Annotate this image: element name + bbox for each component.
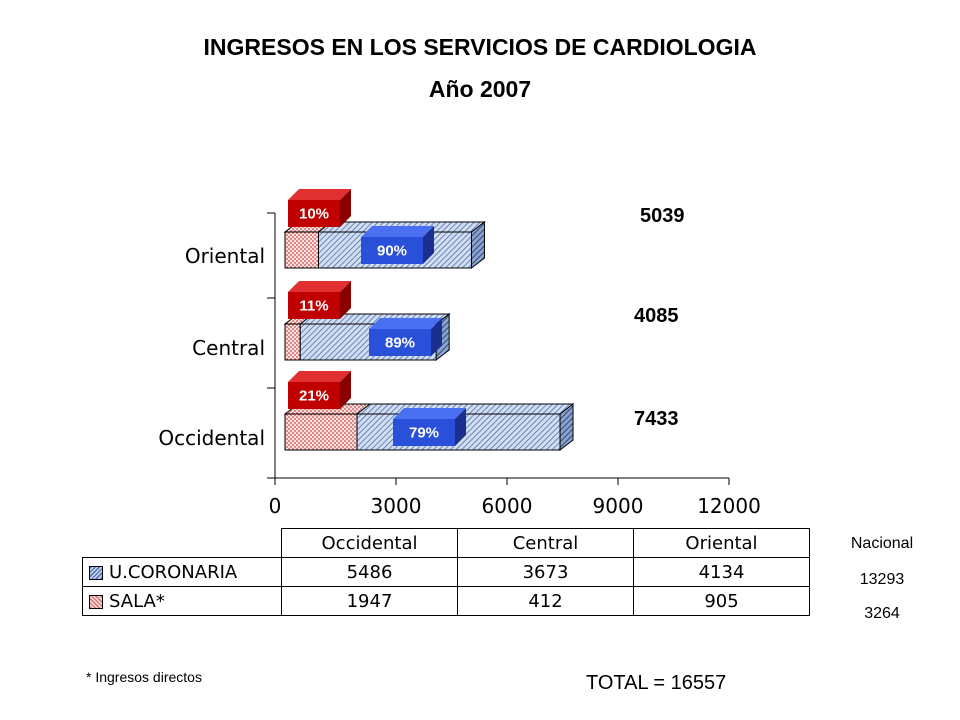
table-cell: 3673 <box>457 557 634 587</box>
pct-tag-coronaria-side <box>423 226 434 264</box>
table-cell: 905 <box>633 586 810 616</box>
nacional-header: Nacional <box>850 535 914 552</box>
pct-tag-sala-side <box>340 281 351 319</box>
pct-tag-sala-label: 11% <box>299 298 328 315</box>
pct-tag-coronaria-side <box>431 318 442 356</box>
x-tick-label: 3000 <box>371 494 422 518</box>
table-cell: 5486 <box>281 557 458 587</box>
table-col-central: Central <box>457 528 634 558</box>
pct-tag-coronaria-top <box>369 318 442 329</box>
pct-tag-coronaria-top <box>393 408 466 419</box>
x-tick-label: 6000 <box>482 494 533 518</box>
pct-tag-sala-face <box>288 292 340 319</box>
table-cell: 1947 <box>281 586 458 616</box>
pct-tag-sala-top <box>288 189 351 200</box>
pct-tag-sala-side <box>340 189 351 227</box>
table-cell: 4134 <box>633 557 810 587</box>
bar-total-central: 4085 <box>634 305 679 327</box>
pct-tag-coronaria-label: 89% <box>385 335 415 352</box>
table-row: SALA* 1947 412 905 <box>82 586 810 616</box>
bar-sala <box>284 323 301 361</box>
pct-tag-sala-top <box>288 371 351 382</box>
legend-swatch-coronaria <box>89 565 103 580</box>
table-row: U.CORONARIA 5486 3673 4134 <box>82 557 810 587</box>
table-header-row: Occidental Central Oriental <box>83 528 810 558</box>
legend-label-sala: SALA* <box>109 590 165 612</box>
table-corner <box>83 529 282 558</box>
pct-tag-sala-face <box>288 200 340 227</box>
chart-subtitle: Año 2007 <box>428 76 532 102</box>
pct-tag-coronaria-label: 90% <box>377 243 407 260</box>
legend-label-coronaria: U.CORONARIA <box>109 561 238 583</box>
pct-tag-sala-side <box>340 371 351 409</box>
nacional-coronaria: 13293 <box>859 571 905 588</box>
bar-total-oriental: 5039 <box>640 205 685 227</box>
pct-tag-coronaria-face <box>393 419 455 446</box>
pct-tag-sala-label: 21% <box>299 388 329 405</box>
pct-tag-coronaria-top <box>361 226 434 237</box>
table-cell: 412 <box>457 586 634 616</box>
pct-tag-sala-top <box>288 281 351 292</box>
table-col-occidental: Occidental <box>281 528 458 558</box>
pct-tag-coronaria-side <box>455 408 466 446</box>
bar-sala <box>284 231 319 269</box>
chart-title: INGRESOS EN LOS SERVICIOS DE CARDIOLOGIA <box>203 34 757 60</box>
table-row-label-coronaria: U.CORONARIA <box>82 557 282 587</box>
pct-tag-coronaria-face <box>369 329 431 356</box>
x-tick-label: 12000 <box>697 494 761 518</box>
pct-tag-coronaria-label: 79% <box>409 425 439 442</box>
footnote: * Ingresos directos <box>86 669 202 685</box>
grand-total: TOTAL = 16557 <box>586 672 727 694</box>
table-col-oriental: Oriental <box>633 528 810 558</box>
x-tick-label: 0 <box>269 494 282 518</box>
legend-swatch-sala <box>89 594 103 609</box>
data-table: Occidental Central Oriental U.CORONARIA … <box>82 528 810 616</box>
bar-total-occidental: 7433 <box>634 408 679 430</box>
nacional-sala: 3264 <box>864 605 900 622</box>
x-tick-label: 9000 <box>593 494 644 518</box>
y-category-label: Central <box>192 336 265 360</box>
y-category-label: Occidental <box>158 426 265 450</box>
bar-sala <box>284 413 358 451</box>
pct-tag-coronaria-face <box>361 237 423 264</box>
pct-tag-sala-face <box>288 382 340 409</box>
table-row-label-sala: SALA* <box>82 586 282 616</box>
y-category-label: Oriental <box>185 244 265 268</box>
pct-tag-sala-label: 10% <box>299 206 329 223</box>
